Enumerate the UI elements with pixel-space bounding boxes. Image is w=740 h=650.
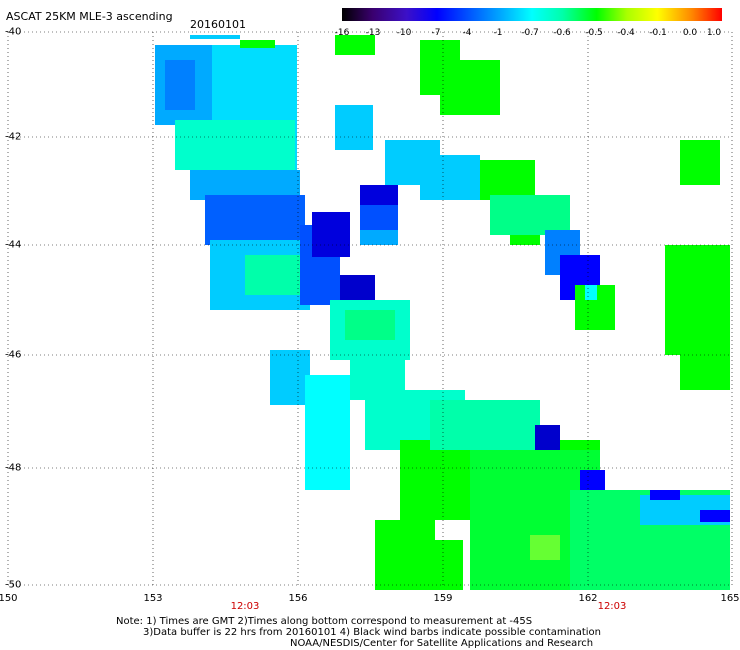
swath-cell [435, 540, 463, 590]
swath-cell [270, 350, 310, 405]
swath-cell [650, 490, 680, 500]
note-line-3: NOAA/NESDIS/Center for Satellite Applica… [290, 638, 594, 649]
swath-cell [312, 212, 350, 257]
swath-cell [535, 425, 560, 450]
colorbar-label: -0.1 [649, 28, 667, 38]
swath-cell [700, 510, 730, 522]
colorbar-label: 0.0 [682, 28, 698, 38]
colorbar-label: -16 [334, 28, 350, 38]
swath-cell [430, 400, 540, 450]
colorbar-label: -4 [462, 28, 472, 38]
colorbar-label: -0.5 [585, 28, 603, 38]
swath-cell [205, 195, 305, 245]
swath-cell [340, 275, 375, 300]
swath-cell [190, 35, 240, 39]
swath-cell [165, 60, 195, 110]
longitude-label: 156 [288, 593, 308, 604]
swath-cell [305, 375, 350, 490]
colorbar-label: -0.7 [521, 28, 539, 38]
swath-cell [345, 310, 395, 340]
swath-cell [490, 195, 570, 235]
longitude-label: 159 [433, 593, 453, 604]
swath-cell [480, 160, 535, 200]
swath-cell [335, 105, 373, 150]
colorbar-label: -7 [431, 28, 441, 38]
swath-cell [175, 120, 295, 170]
swath-cell [440, 60, 500, 115]
swath-cell [360, 230, 398, 245]
latitude-label: -48 [5, 462, 22, 474]
latitude-label: -40 [5, 26, 22, 38]
product-title: ASCAT 25KM MLE-3 ascending [6, 10, 173, 23]
time-label: 12:03 [597, 601, 627, 612]
swath-cell [510, 235, 540, 245]
latitude-label: -46 [5, 349, 22, 361]
swath-cell [335, 35, 375, 55]
time-label: 12:03 [230, 601, 260, 612]
swath-cell [360, 185, 398, 205]
color-scale-bar: -16 -13 -10 -7 -4 -1 -0.7 -0.6 -0.5 -0.4… [335, 6, 722, 38]
longitude-label: 162 [578, 593, 598, 604]
note-line-1: Note: 1) Times are GMT 2)Times along bot… [116, 616, 533, 627]
swath-cell [680, 300, 730, 390]
note-line-2: 3)Data buffer is 22 hrs from 20160101 4)… [143, 627, 601, 638]
colorbar-label: 1.0 [706, 28, 722, 38]
colorbar-label: -1 [493, 28, 503, 38]
swath-cell [530, 535, 560, 560]
swath-cell [420, 155, 480, 200]
map-grid [7, 31, 733, 586]
color-scale-gradient [342, 8, 722, 21]
latitude-label: -50 [5, 579, 22, 591]
swath-cell [375, 520, 435, 590]
wind-swath [155, 35, 730, 590]
latitude-label: -42 [5, 131, 22, 143]
swath-cell [580, 470, 605, 490]
longitude-label: 150 [0, 593, 18, 604]
date-label: 20160101 [190, 18, 246, 31]
colorbar-label: -0.6 [553, 28, 571, 38]
colorbar-label: -0.4 [617, 28, 635, 38]
swath-cell [245, 255, 300, 295]
longitude-label: 153 [143, 593, 163, 604]
swath-cell [240, 40, 275, 48]
latitude-label: -44 [5, 239, 22, 251]
colorbar-label: -10 [396, 28, 412, 38]
swath-cell [585, 285, 597, 300]
longitude-label: 165 [720, 593, 740, 604]
swath-cell [680, 140, 720, 185]
colorbar-label: -13 [365, 28, 381, 38]
